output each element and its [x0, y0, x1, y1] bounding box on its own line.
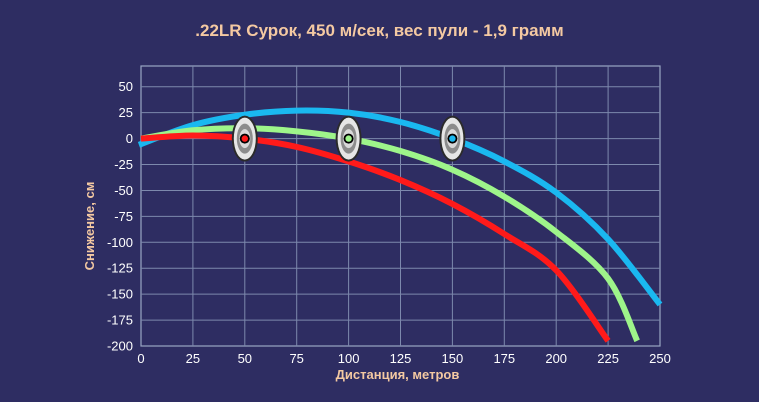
target-50 — [231, 115, 258, 162]
y-tick-label: -25 — [114, 157, 133, 172]
y-tick-label: -100 — [107, 235, 133, 250]
x-tick-label: 100 — [338, 351, 360, 366]
series-line-3 — [137, 107, 663, 307]
x-tick-label: 0 — [137, 351, 144, 366]
y-tick-label: -200 — [107, 339, 133, 354]
y-tick-label: -175 — [107, 313, 133, 328]
x-tick-label: 225 — [597, 351, 619, 366]
y-tick-label: 0 — [126, 131, 133, 146]
series-line-2 — [140, 125, 640, 343]
y-tick-label: -75 — [114, 209, 133, 224]
x-tick-label: 200 — [545, 351, 567, 366]
y-axis-label: Снижение, см — [82, 182, 97, 271]
target-hit-marker — [449, 135, 456, 142]
x-tick-label: 75 — [289, 351, 303, 366]
target-100 — [335, 115, 362, 162]
x-tick-label: 50 — [238, 351, 252, 366]
series-line-1 — [140, 132, 611, 343]
y-tick-label: -50 — [114, 183, 133, 198]
chart-title: .22LR Сурок, 450 м/сек, вес пули - 1,9 г… — [195, 21, 564, 40]
x-tick-label: 250 — [649, 351, 671, 366]
x-tick-label: 150 — [442, 351, 464, 366]
y-tick-label: 50 — [119, 79, 133, 94]
x-tick-label: 175 — [493, 351, 515, 366]
target-hit-marker — [241, 135, 248, 142]
y-tick-label: 25 — [119, 105, 133, 120]
target-hit-marker — [345, 135, 352, 142]
x-tick-label: 125 — [390, 351, 412, 366]
y-tick-label: -125 — [107, 261, 133, 276]
target-150 — [439, 115, 466, 162]
x-tick-label: 25 — [186, 351, 200, 366]
y-tick-label: -150 — [107, 287, 133, 302]
x-axis-label: Дистанция, метров — [336, 367, 460, 382]
